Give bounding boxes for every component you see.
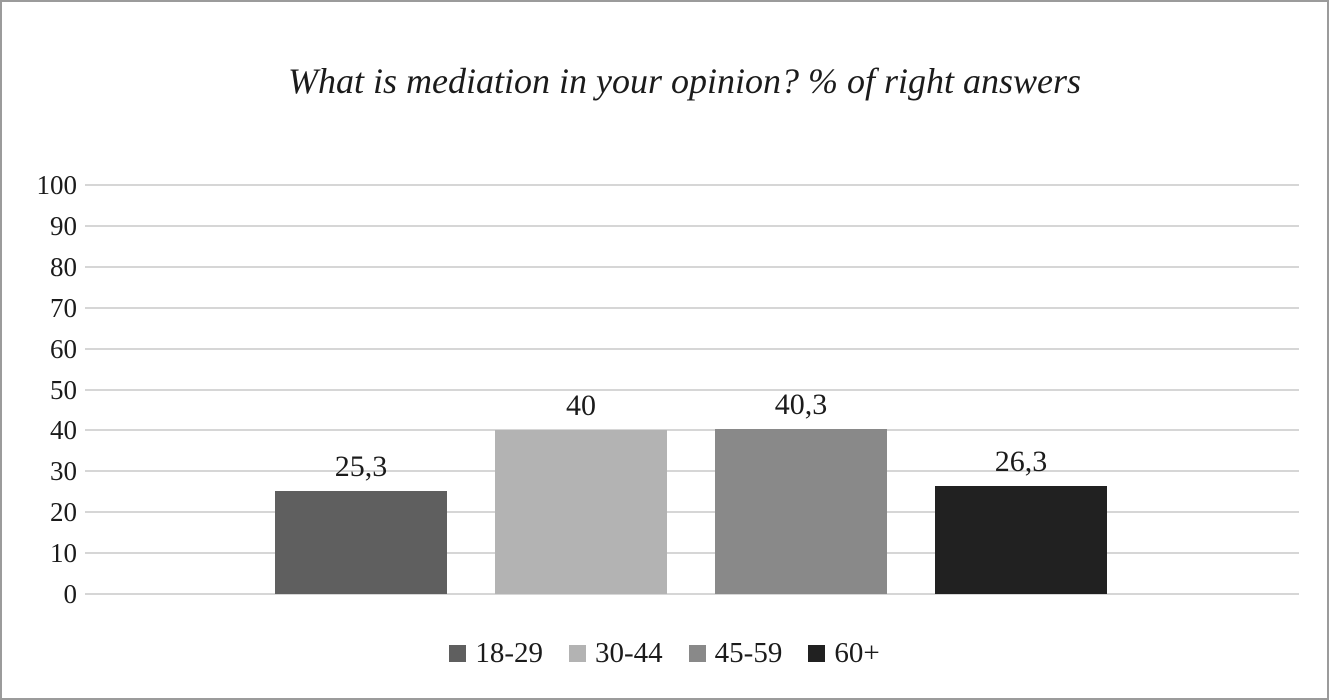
ytick-label-60: 60 bbox=[50, 333, 77, 364]
gridline-0 bbox=[85, 593, 1299, 595]
bar-value-label-18-29: 25,3 bbox=[334, 449, 388, 483]
gridline-10 bbox=[85, 552, 1299, 555]
ytick-label-20: 20 bbox=[50, 497, 77, 528]
gridline-60 bbox=[85, 347, 1299, 350]
legend-item-60+: 60+ bbox=[808, 637, 880, 669]
legend: 18-29 30-44 45-59 60+ bbox=[2, 638, 1327, 668]
gridline-70 bbox=[85, 306, 1299, 309]
ytick-label-30: 30 bbox=[50, 456, 77, 487]
gridline-80 bbox=[85, 265, 1299, 268]
legend-swatch-icon bbox=[449, 644, 467, 662]
ytick-label-50: 50 bbox=[50, 374, 77, 405]
gridline-100 bbox=[85, 184, 1299, 186]
ytick-label-70: 70 bbox=[50, 292, 77, 323]
gridline-30 bbox=[85, 470, 1299, 473]
ytick-label-100: 100 bbox=[36, 170, 78, 200]
legend-item-18-29: 18-29 bbox=[449, 638, 543, 668]
gridline-90 bbox=[85, 224, 1299, 227]
legend-swatch-icon bbox=[568, 644, 586, 662]
gridline-20 bbox=[85, 511, 1299, 514]
gridline-50 bbox=[85, 388, 1299, 391]
gridline-40 bbox=[85, 429, 1299, 432]
ytick-label-10: 10 bbox=[50, 538, 77, 569]
legend-label: 60+ bbox=[834, 637, 880, 669]
bar-value-label-30-44: 40 bbox=[566, 389, 596, 423]
ytick-label-40: 40 bbox=[50, 415, 77, 446]
legend-item-45-59: 45-59 bbox=[688, 637, 783, 669]
ytick-label-0: 0 bbox=[63, 579, 78, 609]
legend-label: 18-29 bbox=[475, 637, 543, 669]
bar-value-label-60+: 26,3 bbox=[994, 445, 1048, 479]
chart-title: What is mediation in your opinion? % of … bbox=[287, 61, 1081, 101]
bar-30-44 bbox=[495, 430, 667, 594]
legend-label: 45-59 bbox=[714, 637, 783, 669]
legend-item-30-44: 30-44 bbox=[568, 637, 663, 669]
bar-60+ bbox=[935, 486, 1107, 594]
ytick-label-80: 80 bbox=[50, 251, 77, 282]
bar-45-59 bbox=[715, 429, 887, 594]
legend-swatch-icon bbox=[688, 644, 706, 662]
bar-18-29 bbox=[275, 490, 447, 594]
ytick-label-90: 90 bbox=[50, 210, 77, 241]
legend-swatch-icon bbox=[808, 644, 826, 662]
legend-label: 30-44 bbox=[594, 637, 663, 669]
bar-value-label-45-59: 40,3 bbox=[774, 388, 828, 422]
